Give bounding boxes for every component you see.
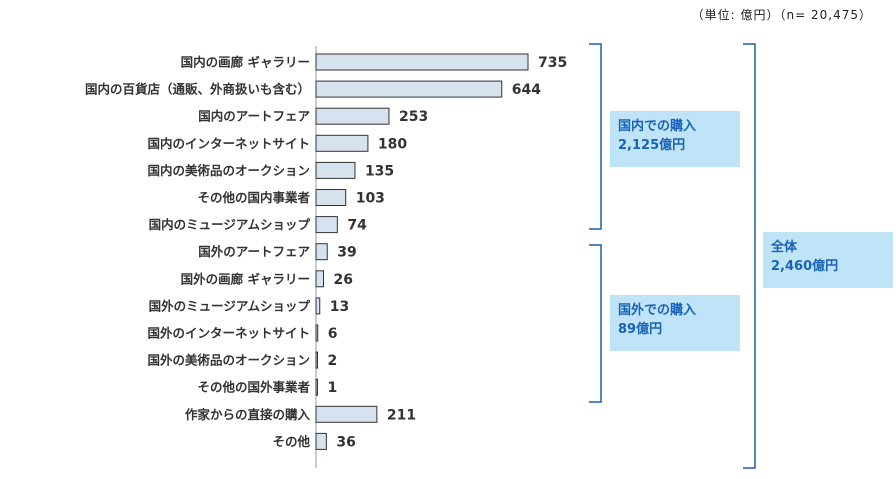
bar [315, 324, 319, 342]
category-label: 国内のインターネットサイト [147, 136, 310, 151]
value-label: 1 [328, 380, 338, 396]
bar [315, 243, 328, 261]
bar [315, 378, 318, 396]
unit-note: （単位: 億円）（n= 20,475） [691, 8, 872, 22]
bar [315, 297, 321, 315]
category-label: 国内のアートフェア [198, 109, 310, 124]
domestic-callout-value: 2,125億円 [618, 138, 686, 153]
value-label: 26 [333, 272, 352, 288]
category-label: その他の国内事業者 [197, 190, 310, 205]
value-label: 39 [337, 245, 356, 261]
category-label: 国外のインターネットサイト [147, 326, 310, 341]
total-callout-value: 2,460億円 [771, 259, 839, 274]
total-callout-title: 全体 [771, 240, 798, 255]
value-label: 253 [399, 109, 428, 125]
value-label: 36 [336, 434, 355, 450]
domestic-callout: 国内での購入 2,125億円 [610, 111, 740, 167]
category-label: その他 [272, 434, 310, 449]
overseas-callout-value: 89億円 [618, 322, 663, 337]
category-label: 国外の美術品のオークション [147, 353, 310, 368]
category-label: その他の国外事業者 [197, 380, 310, 395]
category-label: 国内の百貨店（通販、外商扱いも含む） [85, 82, 310, 97]
bar [315, 351, 318, 369]
bar [315, 161, 356, 179]
bar [315, 134, 369, 152]
category-label: 国内のミュージアムショップ [149, 217, 311, 232]
value-label: 103 [356, 191, 385, 207]
overseas-callout-title: 国外での購入 [618, 303, 697, 318]
bar [315, 270, 324, 288]
total-bracket [743, 43, 756, 469]
bar [315, 53, 529, 71]
value-label: 135 [365, 163, 394, 179]
category-label: 作家からの直接の購入 [185, 407, 311, 422]
value-label: 735 [538, 55, 567, 71]
value-label: 180 [378, 136, 407, 152]
value-label: 2 [328, 353, 338, 369]
bar [315, 432, 327, 450]
bar [315, 107, 390, 125]
value-label: 6 [328, 326, 338, 342]
bar [315, 216, 338, 234]
overseas-callout: 国外での購入 89億円 [610, 295, 740, 351]
bar [315, 405, 378, 423]
category-label: 国外のアートフェア [198, 244, 310, 259]
domestic-callout-title: 国内での購入 [618, 119, 697, 134]
value-label: 13 [330, 299, 349, 315]
category-label: 国外の画廊 ギャラリー [181, 271, 310, 286]
overseas-bracket [589, 244, 602, 403]
domestic-bracket [589, 43, 602, 230]
value-label: 74 [347, 218, 367, 234]
category-label: 国外のミュージアムショップ [149, 298, 311, 313]
bar [315, 80, 503, 98]
value-label: 644 [512, 82, 541, 98]
bar [315, 189, 347, 206]
value-label: 211 [387, 407, 416, 423]
category-label: 国内の画廊 ギャラリー [181, 55, 310, 70]
total-callout: 全体 2,460億円 [763, 232, 893, 288]
category-label: 国内の美術品のオークション [147, 163, 310, 178]
